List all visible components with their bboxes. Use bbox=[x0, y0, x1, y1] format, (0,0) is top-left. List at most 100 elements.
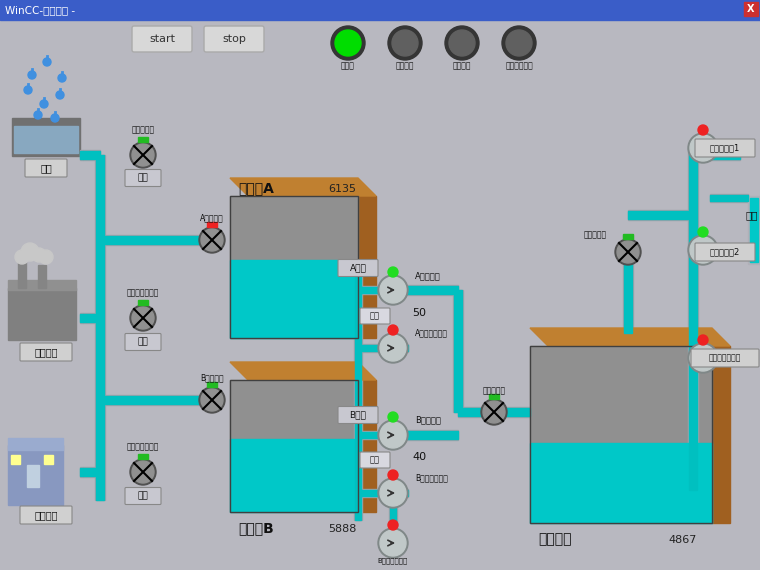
Circle shape bbox=[449, 30, 475, 56]
Bar bbox=[230, 196, 358, 338]
Circle shape bbox=[380, 480, 406, 506]
Circle shape bbox=[28, 71, 36, 79]
Text: A池备用排水泵: A池备用排水泵 bbox=[415, 328, 448, 337]
Text: 4867: 4867 bbox=[668, 535, 696, 545]
Circle shape bbox=[34, 111, 42, 119]
Text: start: start bbox=[149, 34, 175, 44]
Circle shape bbox=[388, 470, 398, 480]
Bar bbox=[390, 506, 396, 535]
Bar bbox=[12, 118, 80, 156]
Circle shape bbox=[688, 343, 718, 373]
Bar bbox=[358, 431, 408, 439]
Bar bbox=[624, 235, 632, 333]
Circle shape bbox=[32, 248, 46, 262]
Circle shape bbox=[481, 399, 507, 425]
Bar bbox=[623, 234, 633, 239]
Bar bbox=[8, 445, 63, 505]
FancyBboxPatch shape bbox=[360, 308, 390, 324]
Circle shape bbox=[132, 144, 154, 166]
Bar bbox=[138, 137, 148, 142]
Circle shape bbox=[130, 305, 156, 331]
Circle shape bbox=[378, 333, 408, 363]
Circle shape bbox=[380, 422, 406, 448]
Bar bbox=[11, 455, 20, 464]
Bar bbox=[693, 247, 740, 257]
Text: 总池进水阀: 总池进水阀 bbox=[483, 386, 505, 395]
Bar bbox=[454, 290, 462, 412]
Bar bbox=[693, 248, 740, 256]
Text: 总池排水泵1: 总池排水泵1 bbox=[710, 144, 740, 153]
Circle shape bbox=[378, 275, 408, 305]
Text: B池排水泵: B池排水泵 bbox=[415, 415, 441, 424]
Polygon shape bbox=[230, 362, 376, 380]
Circle shape bbox=[690, 135, 716, 161]
Bar bbox=[530, 443, 712, 523]
FancyBboxPatch shape bbox=[695, 243, 755, 261]
Circle shape bbox=[43, 58, 51, 66]
Circle shape bbox=[201, 229, 223, 251]
Text: 总池紧急排水: 总池紧急排水 bbox=[505, 62, 533, 71]
Text: 总集水池: 总集水池 bbox=[538, 532, 572, 546]
Text: A故障: A故障 bbox=[350, 263, 366, 272]
Circle shape bbox=[690, 345, 716, 371]
FancyBboxPatch shape bbox=[125, 169, 161, 186]
Text: A池进水阀: A池进水阀 bbox=[200, 213, 224, 222]
Text: 工业废水: 工业废水 bbox=[34, 347, 58, 357]
Text: 生活废水控制阀: 生活废水控制阀 bbox=[127, 442, 159, 451]
Text: stop: stop bbox=[222, 34, 246, 44]
Circle shape bbox=[388, 26, 422, 60]
FancyBboxPatch shape bbox=[25, 159, 67, 177]
Circle shape bbox=[698, 335, 708, 345]
Text: 5888: 5888 bbox=[328, 524, 356, 534]
Circle shape bbox=[483, 401, 505, 423]
Circle shape bbox=[378, 478, 408, 508]
FancyBboxPatch shape bbox=[125, 333, 161, 351]
Bar bbox=[83, 313, 100, 323]
Circle shape bbox=[56, 91, 64, 99]
Text: 堵塞: 堵塞 bbox=[138, 173, 148, 182]
Bar bbox=[530, 346, 712, 523]
Text: 堵塞: 堵塞 bbox=[138, 491, 148, 500]
Circle shape bbox=[199, 387, 225, 413]
Text: 6135: 6135 bbox=[328, 184, 356, 194]
Bar bbox=[83, 150, 100, 160]
Bar bbox=[358, 490, 408, 496]
Circle shape bbox=[335, 30, 361, 56]
Circle shape bbox=[690, 237, 716, 263]
Bar bbox=[230, 380, 358, 512]
Text: 运行灯: 运行灯 bbox=[341, 62, 355, 71]
Text: WinCC-运行系统 -: WinCC-运行系统 - bbox=[5, 5, 75, 15]
Circle shape bbox=[39, 250, 53, 264]
Circle shape bbox=[58, 74, 66, 82]
Bar bbox=[207, 382, 217, 387]
Bar bbox=[230, 380, 358, 512]
FancyBboxPatch shape bbox=[360, 452, 390, 468]
Bar bbox=[358, 196, 376, 338]
Circle shape bbox=[21, 243, 39, 261]
Circle shape bbox=[40, 100, 48, 108]
Text: 生活废水: 生活废水 bbox=[34, 510, 58, 520]
Circle shape bbox=[388, 520, 398, 530]
Bar bbox=[27, 465, 39, 487]
Text: 频率: 频率 bbox=[370, 311, 380, 320]
FancyBboxPatch shape bbox=[691, 349, 759, 367]
Circle shape bbox=[130, 459, 156, 485]
Bar bbox=[693, 151, 740, 159]
Bar bbox=[489, 394, 499, 399]
Bar bbox=[628, 210, 693, 220]
Bar bbox=[230, 439, 358, 512]
Circle shape bbox=[132, 461, 154, 483]
Polygon shape bbox=[530, 328, 730, 346]
Bar bbox=[80, 313, 83, 323]
Bar bbox=[44, 455, 53, 464]
Circle shape bbox=[688, 133, 718, 163]
Circle shape bbox=[392, 30, 418, 56]
Text: 集水池B: 集水池B bbox=[238, 521, 274, 535]
Bar bbox=[358, 345, 408, 351]
Bar bbox=[358, 432, 408, 438]
Text: 工业废水控制阀: 工业废水控制阀 bbox=[127, 288, 159, 297]
Bar bbox=[358, 287, 408, 293]
Bar bbox=[710, 194, 748, 202]
Bar bbox=[628, 211, 693, 219]
Text: 总池排水阀: 总池排水阀 bbox=[584, 230, 606, 239]
